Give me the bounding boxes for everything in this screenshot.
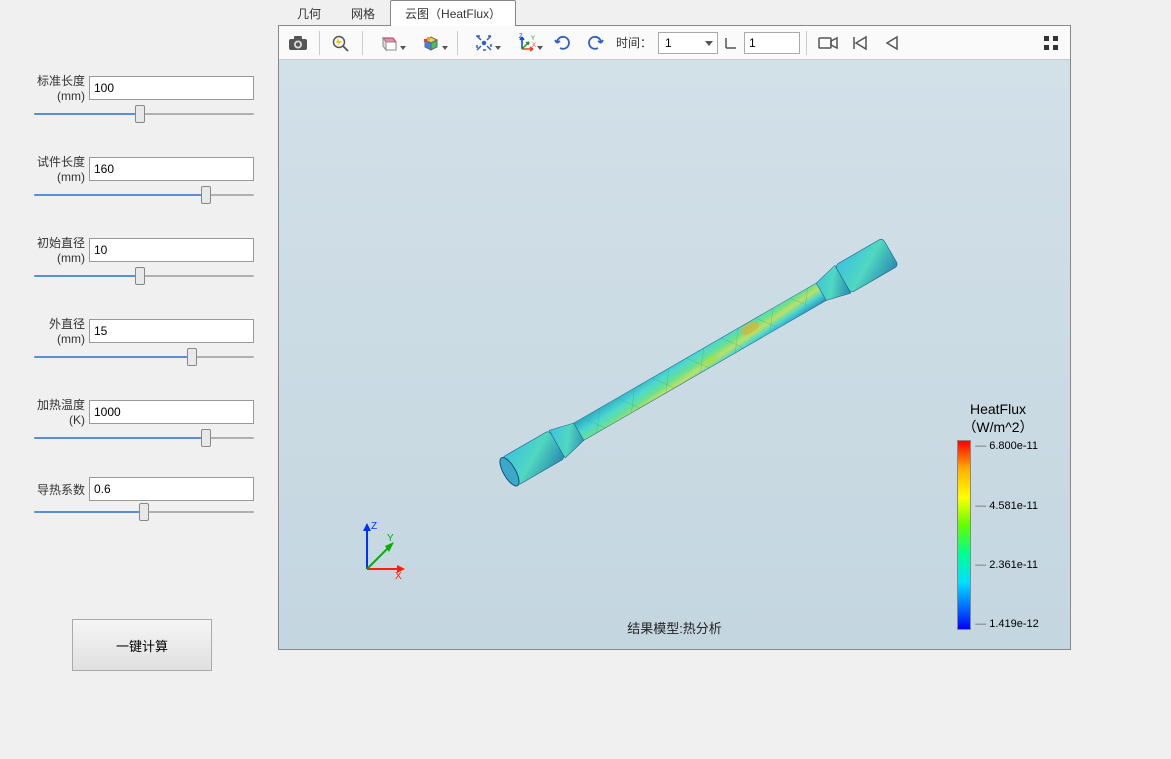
param-row: 加热温度(K): [24, 396, 254, 443]
svg-text:Y: Y: [531, 36, 535, 42]
lightning-search-icon[interactable]: [326, 29, 356, 57]
record-icon[interactable]: [813, 29, 843, 57]
param-input[interactable]: [89, 477, 254, 501]
camera-icon[interactable]: [283, 29, 313, 57]
cube-color-icon[interactable]: [411, 29, 451, 57]
step-back-icon[interactable]: [877, 29, 907, 57]
param-slider[interactable]: [34, 433, 254, 443]
param-slider[interactable]: [34, 271, 254, 281]
param-label: 试件长度(mm): [24, 153, 85, 184]
time-select[interactable]: 1: [658, 32, 718, 54]
specimen-render: [449, 190, 949, 530]
param-row: 标准长度(mm): [24, 72, 254, 119]
axis-triad: Z X Y: [349, 519, 409, 579]
param-label: 初始直径(mm): [24, 234, 85, 265]
color-legend: HeatFlux（W/m^2） 6.800e-11 4.581e-11 2.36…: [938, 400, 1058, 630]
param-row: 初始直径(mm): [24, 234, 254, 281]
result-title: 结果模型:热分析: [627, 618, 722, 637]
legend-ticks: 6.800e-11 4.581e-11 2.361e-11 1.419e-12: [975, 440, 1039, 630]
legend-title: HeatFlux（W/m^2）: [962, 400, 1033, 436]
svg-text:Z: Z: [371, 521, 377, 532]
angle-spinner[interactable]: 1: [744, 32, 800, 54]
svg-text:Z: Z: [519, 34, 523, 40]
svg-text:X: X: [532, 43, 536, 49]
angle-icon[interactable]: [720, 29, 742, 57]
param-label: 标准长度(mm): [24, 72, 85, 103]
main-area: 几何网格云图（HeatFlux）: [278, 0, 1171, 759]
rotate-cw-icon[interactable]: [548, 29, 578, 57]
param-label: 导热系数: [24, 481, 85, 498]
param-row: 试件长度(mm): [24, 153, 254, 200]
param-label: 加热温度(K): [24, 396, 85, 427]
param-input[interactable]: [89, 157, 254, 181]
display-mode-icon[interactable]: [369, 29, 409, 57]
param-label: 外直径(mm): [24, 315, 85, 346]
param-slider[interactable]: [34, 507, 254, 517]
result-canvas[interactable]: Z X Y 结果模型:热分析 HeatFlux（W/m^2） 6.800e-11…: [279, 60, 1070, 649]
param-row: 外直径(mm): [24, 315, 254, 362]
param-input[interactable]: [89, 76, 254, 100]
tab-bar: 几何网格云图（HeatFlux）: [278, 0, 1171, 26]
parameter-panel: 标准长度(mm) 试件长度(mm) 初始直径(mm) 外直径(mm): [0, 0, 278, 759]
tab[interactable]: 网格: [336, 0, 390, 26]
viewport: Z Y X 时间： 1 1: [278, 25, 1071, 650]
fullscreen-icon[interactable]: [1036, 29, 1066, 57]
param-input[interactable]: [89, 319, 254, 343]
skip-start-icon[interactable]: [845, 29, 875, 57]
param-slider[interactable]: [34, 190, 254, 200]
time-label: 时间：: [616, 34, 652, 51]
param-row: 导热系数: [24, 477, 254, 517]
rotate-ccw-icon[interactable]: [580, 29, 610, 57]
param-slider[interactable]: [34, 109, 254, 119]
legend-colorbar: [957, 440, 971, 630]
calculate-button[interactable]: 一键计算: [72, 619, 212, 671]
param-input[interactable]: [89, 400, 254, 424]
param-slider[interactable]: [34, 352, 254, 362]
param-input[interactable]: [89, 238, 254, 262]
tab[interactable]: 云图（HeatFlux）: [390, 0, 516, 26]
tab[interactable]: 几何: [282, 0, 336, 26]
fit-view-icon[interactable]: [464, 29, 504, 57]
svg-text:X: X: [395, 571, 402, 579]
toolbar: Z Y X 时间： 1 1: [279, 26, 1070, 60]
svg-text:Y: Y: [387, 533, 394, 544]
axis-view-icon[interactable]: Z Y X: [506, 29, 546, 57]
